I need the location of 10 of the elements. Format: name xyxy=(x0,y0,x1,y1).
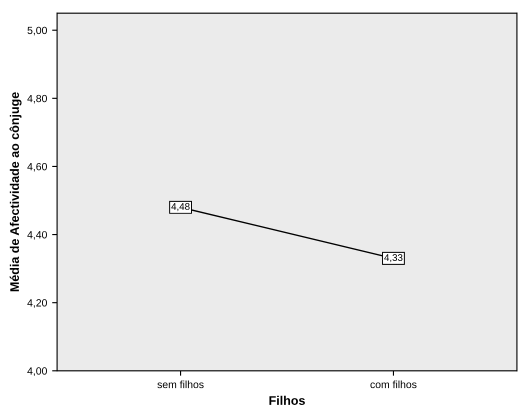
y-tick-label: 4,40 xyxy=(27,231,47,240)
y-tick-label: 4,20 xyxy=(27,299,47,308)
y-axis-title: Média de Afectividade ao cônjuge xyxy=(10,92,22,292)
x-axis-title: Filhos xyxy=(269,396,305,405)
y-tick-label: 4,00 xyxy=(27,367,47,376)
y-tick-label: 4,60 xyxy=(27,162,47,172)
x-tick-label: sem filhos xyxy=(157,380,204,388)
y-tick-label: 5,00 xyxy=(28,26,47,36)
x-tick-label: com filhos xyxy=(370,380,417,388)
y-tick-label: 4,80 xyxy=(27,94,47,104)
